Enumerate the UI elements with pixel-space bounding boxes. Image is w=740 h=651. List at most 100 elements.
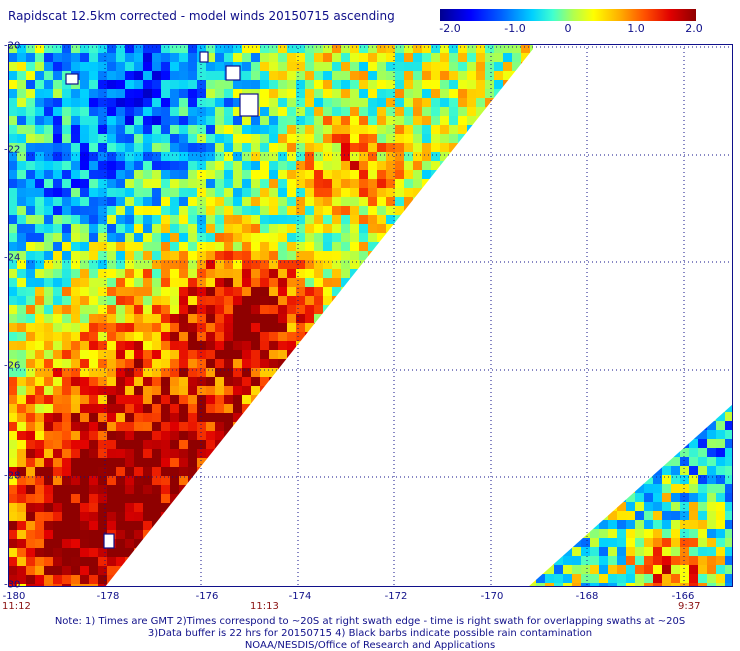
wind-cell <box>431 485 440 494</box>
wind-cell <box>350 224 359 233</box>
wind-cell <box>494 80 503 89</box>
wind-cell <box>422 539 431 548</box>
wind-cell <box>608 412 617 421</box>
wind-cell <box>53 521 62 530</box>
wind-cell <box>485 431 494 440</box>
wind-cell <box>71 161 80 170</box>
wind-cell <box>653 412 662 421</box>
wind-cell <box>26 323 35 332</box>
wind-cell <box>197 89 206 98</box>
wind-cell <box>197 134 206 143</box>
wind-cell <box>179 584 188 587</box>
wind-cell <box>242 179 251 188</box>
wind-cell <box>449 242 458 251</box>
wind-cell <box>260 179 269 188</box>
wind-cell <box>8 296 17 305</box>
wind-cell <box>170 224 179 233</box>
wind-cell <box>53 305 62 314</box>
wind-cell <box>215 521 224 530</box>
wind-cell <box>242 341 251 350</box>
wind-cell <box>125 467 134 476</box>
wind-cell <box>458 89 467 98</box>
wind-cell <box>413 197 422 206</box>
wind-cell <box>260 548 269 557</box>
wind-cell <box>116 287 125 296</box>
wind-cell <box>528 430 536 439</box>
wind-cell <box>278 431 287 440</box>
wind-cell <box>116 116 125 125</box>
wind-cell <box>134 575 143 584</box>
wind-cell <box>512 521 521 530</box>
wind-cell <box>485 80 494 89</box>
wind-cell <box>305 224 314 233</box>
wind-cell <box>617 493 626 502</box>
wind-cell <box>215 233 224 242</box>
wind-cell <box>395 458 404 467</box>
wind-cell <box>440 278 449 287</box>
note-line: 3)Data buffer is 22 hrs for 20150715 4) … <box>147 628 593 639</box>
wind-cell <box>161 71 170 80</box>
wind-cell <box>26 539 35 548</box>
wind-cell <box>440 89 449 98</box>
wind-cell <box>512 89 521 98</box>
wind-cell <box>161 116 170 125</box>
wind-cell <box>521 449 530 458</box>
wind-cell <box>563 547 572 556</box>
wind-cell <box>608 529 617 538</box>
wind-cell <box>170 170 179 179</box>
wind-cell <box>188 584 197 587</box>
wind-cell <box>242 278 251 287</box>
wind-cell <box>431 494 440 503</box>
wind-cell <box>368 440 377 449</box>
wind-cell <box>395 494 404 503</box>
wind-cell <box>662 394 671 403</box>
wind-cell <box>689 475 698 484</box>
wind-cell <box>116 386 125 395</box>
wind-cell <box>197 422 206 431</box>
wind-cell <box>134 242 143 251</box>
wind-cell <box>8 116 17 125</box>
wind-cell <box>278 440 287 449</box>
wind-cell <box>314 278 323 287</box>
wind-cell <box>386 278 395 287</box>
wind-cell <box>134 197 143 206</box>
wind-cell <box>359 368 368 377</box>
wind-cell <box>125 359 134 368</box>
wind-cell <box>134 512 143 521</box>
wind-cell <box>269 197 278 206</box>
wind-cell <box>305 548 314 557</box>
wind-cell <box>395 404 404 413</box>
wind-cell <box>635 475 644 484</box>
wind-cell <box>662 547 671 556</box>
wind-cell <box>251 188 260 197</box>
wind-cell <box>368 512 377 521</box>
wind-cell <box>413 80 422 89</box>
wind-cell <box>512 386 521 395</box>
wind-cell <box>404 539 413 548</box>
wind-cell <box>503 125 512 134</box>
wind-cell <box>287 458 296 467</box>
wind-cell <box>242 557 251 566</box>
wind-cell <box>314 323 323 332</box>
wind-cell <box>125 134 134 143</box>
wind-cell <box>332 242 341 251</box>
wind-cell <box>71 386 80 395</box>
wind-cell <box>485 278 494 287</box>
wind-cell <box>440 224 449 233</box>
wind-cell <box>89 440 98 449</box>
wind-cell <box>440 521 449 530</box>
wind-cell <box>161 53 170 62</box>
wind-cell <box>80 215 89 224</box>
wind-cell <box>323 287 332 296</box>
wind-cell <box>8 503 17 512</box>
wind-cell <box>467 71 476 80</box>
wind-cell <box>332 134 341 143</box>
wind-cell <box>134 71 143 80</box>
wind-cell <box>305 521 314 530</box>
wind-cell <box>485 341 494 350</box>
wind-cell <box>422 584 431 587</box>
wind-cell <box>368 251 377 260</box>
wind-cell <box>359 530 368 539</box>
wind-cell <box>260 251 269 260</box>
wind-cell <box>242 467 251 476</box>
